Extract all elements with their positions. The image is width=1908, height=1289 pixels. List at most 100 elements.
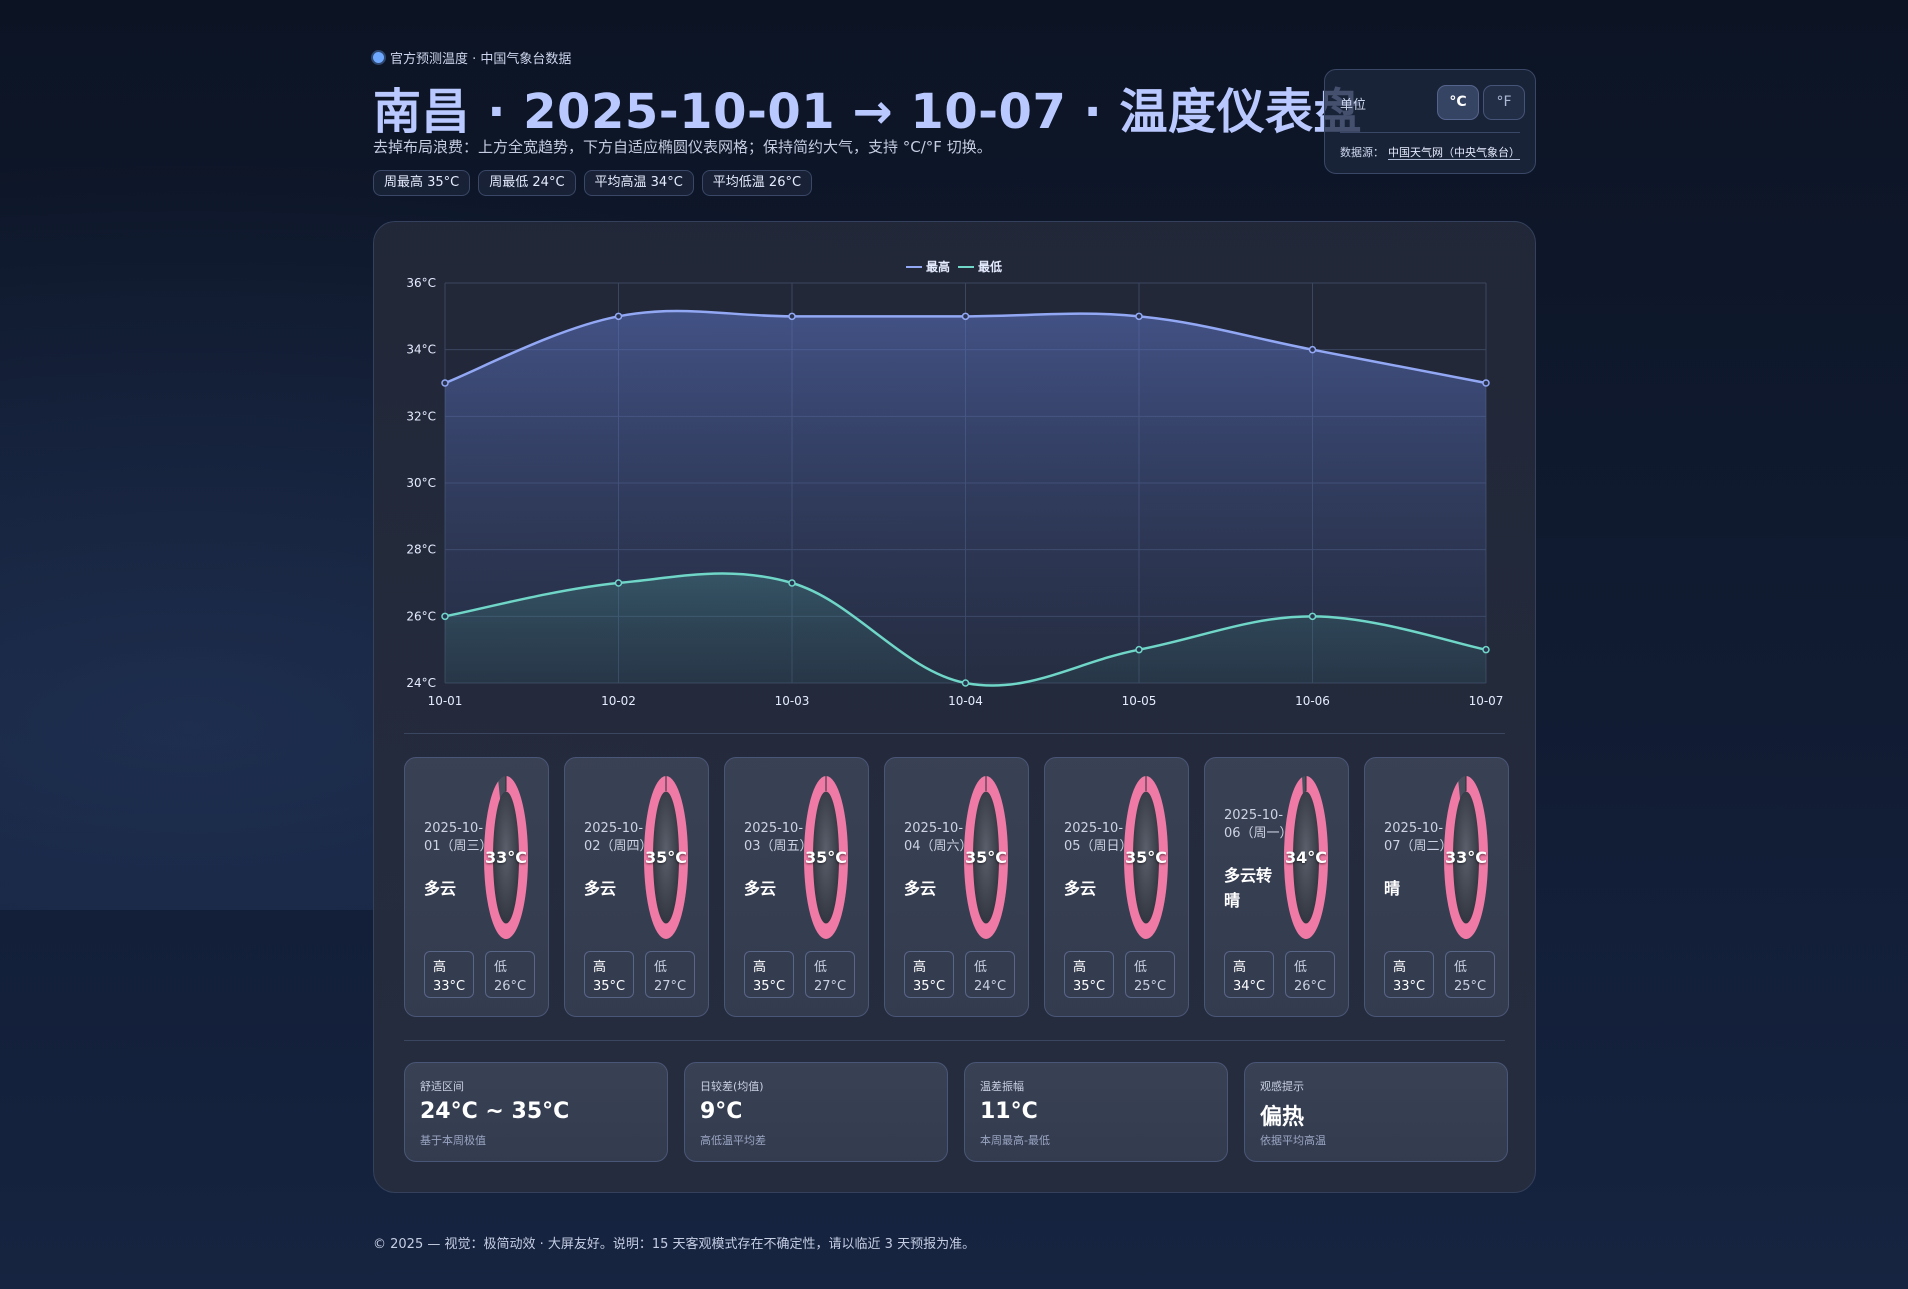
low-temp-box: 低 27°C	[645, 951, 695, 998]
day-condition: 多云	[424, 879, 457, 898]
day-card: 2025-10-05（周日） 多云 35°C 高 35°C 低 25°C	[1044, 757, 1189, 1017]
high-value: 34°C	[1233, 979, 1266, 994]
data-point	[1308, 612, 1317, 621]
day-gauge-grid: 2025-10-01（周三） 多云 33°C 高 33°C 低 26°C 2025-10-02…	[404, 757, 1509, 1017]
high-value: 35°C	[593, 979, 626, 994]
x-tick-label: 10-06	[1295, 694, 1330, 708]
x-tick-label: 10-01	[428, 694, 463, 708]
gauge-temperature: 35°C	[804, 848, 847, 867]
data-point	[441, 612, 449, 621]
data-point	[614, 579, 623, 587]
data-point	[788, 312, 796, 321]
source-badge-label: 官方预测温度 · 中国气象台数据	[390, 52, 572, 67]
day-card: 2025-10-04（周六） 多云 35°C 高 35°C 低 24°C	[884, 757, 1029, 1017]
unit-panel: 单位 °C °F 数据源： 中国天气网（中央气象台）	[1324, 69, 1536, 174]
y-tick-label: 30°C	[406, 476, 436, 490]
fahrenheit-button[interactable]: °F	[1483, 85, 1525, 120]
low-label: 低	[974, 960, 988, 975]
summary-stats: 周最高 35°C 周最低 24°C 平均高温 34°C 平均低温 26°C	[373, 170, 813, 196]
gauge-temperature: 33°C	[484, 848, 527, 867]
day-card: 2025-10-02（周四） 多云 35°C 高 35°C 低 27°C	[564, 757, 709, 1017]
temperature-gauge	[1444, 776, 1488, 939]
celsius-button[interactable]: °C	[1437, 85, 1479, 120]
metric-note: 依据平均高温	[1260, 1134, 1326, 1147]
day-date: 2025-10-05（周日）	[1064, 821, 1133, 854]
y-tick-label: 26°C	[406, 609, 436, 623]
high-temp-box: 高 35°C	[1064, 951, 1114, 998]
metric-note: 基于本周极值	[420, 1134, 486, 1147]
data-point	[788, 579, 796, 587]
y-tick-label: 28°C	[406, 543, 436, 557]
metric-note: 高低温平均差	[700, 1134, 766, 1147]
temperature-trend-chart: 24°C 26°C 28°C 30°C 32°C 34°C 36°C 10-01 10-02 10…	[406, 259, 1503, 708]
stat-avg-low: 平均低温 26°C	[701, 170, 813, 196]
gauge-temperature: 35°C	[644, 848, 687, 867]
x-tick-label: 10-04	[948, 694, 983, 708]
gauge-inner	[1293, 791, 1319, 924]
high-label: 高	[753, 960, 767, 975]
low-value: 25°C	[1454, 979, 1487, 994]
day-condition: 多云	[584, 879, 617, 898]
high-temp-box: 高 35°C	[904, 951, 954, 998]
day-date: 2025-10-03（周五）	[744, 821, 813, 854]
low-temp-box: 低 25°C	[1125, 951, 1175, 998]
day-card: 2025-10-07（周二） 晴 33°C 高 33°C 低 25°C	[1364, 757, 1509, 1017]
temperature-gauge	[1124, 776, 1168, 939]
stat-avg-high: 平均高温 34°C	[583, 170, 694, 196]
metric-note: 本周最高-最低	[980, 1134, 1050, 1147]
high-label: 高	[913, 960, 927, 975]
gauge-inner	[1453, 791, 1479, 924]
low-temp-box: 低 27°C	[805, 951, 855, 998]
day-card: 2025-10-06（周一） 多云转晴 34°C 高 34°C 低 26°C	[1204, 757, 1349, 1017]
chart-divider	[404, 733, 1505, 734]
metric-comfort-range: 舒适区间 24°C ~ 35°C 基于本周极值	[404, 1062, 668, 1162]
high-label: 高	[593, 960, 607, 975]
low-label: 低	[814, 960, 828, 975]
data-point	[614, 312, 623, 321]
dashboard-page: 官方预测温度 · 中国气象台数据 南昌 · 2025-10-01 → 10-07…	[373, 0, 1536, 1289]
high-temp-box: 高 35°C	[584, 951, 634, 998]
gauge-inner	[813, 791, 839, 924]
high-temp-box: 高 34°C	[1224, 951, 1274, 998]
low-value: 24°C	[974, 979, 1007, 994]
x-tick-label: 10-05	[1122, 694, 1157, 708]
metric-feel: 观感提示 偏热 依据平均高温	[1244, 1062, 1508, 1162]
data-source-link[interactable]: 中国天气网（中央气象台）	[1388, 146, 1520, 160]
day-date: 2025-10-02（周四）	[584, 821, 653, 854]
temperature-gauge	[804, 776, 848, 939]
x-tick-label: 10-03	[775, 694, 810, 708]
day-card: 2025-10-03（周五） 多云 35°C 高 35°C 低 27°C	[724, 757, 869, 1017]
high-temp-box: 高 35°C	[744, 951, 794, 998]
low-temp-box: 低 24°C	[965, 951, 1015, 998]
day-date: 2025-10-07（周二）	[1384, 821, 1453, 854]
low-label: 低	[494, 960, 508, 975]
temperature-gauge	[644, 776, 688, 939]
metric-label: 日较差(均值)	[700, 1080, 764, 1093]
metrics-divider	[404, 1040, 1505, 1041]
low-value: 27°C	[654, 979, 687, 994]
low-temp-box: 低 26°C	[1285, 951, 1335, 998]
low-temp-box: 低 26°C	[485, 951, 535, 998]
low-temp-box: 低 25°C	[1445, 951, 1495, 998]
temperature-gauge	[1284, 776, 1328, 939]
low-label: 低	[1294, 960, 1308, 975]
data-point	[961, 312, 970, 321]
main-panel: 24°C 26°C 28°C 30°C 32°C 34°C 36°C 10-01 10-02 10…	[373, 221, 1536, 1193]
legend-label: 最高	[926, 259, 950, 274]
metric-label: 温差振幅	[980, 1080, 1024, 1093]
gauge-inner	[493, 791, 519, 924]
data-point	[961, 679, 970, 687]
low-label: 低	[1454, 960, 1468, 975]
y-tick-label: 24°C	[406, 676, 436, 690]
metric-value: 24°C ~ 35°C	[420, 1099, 570, 1124]
high-value: 35°C	[753, 979, 786, 994]
series-area	[445, 573, 1486, 686]
metric-label: 舒适区间	[420, 1080, 464, 1093]
y-tick-label: 34°C	[406, 343, 436, 357]
data-source-label: 数据源：	[1340, 146, 1384, 159]
metric-value: 偏热	[1260, 1105, 1305, 1130]
metric-value: 11°C	[980, 1099, 1038, 1124]
high-label: 高	[1393, 960, 1407, 975]
data-point	[1308, 345, 1317, 354]
high-value: 35°C	[1073, 979, 1106, 994]
